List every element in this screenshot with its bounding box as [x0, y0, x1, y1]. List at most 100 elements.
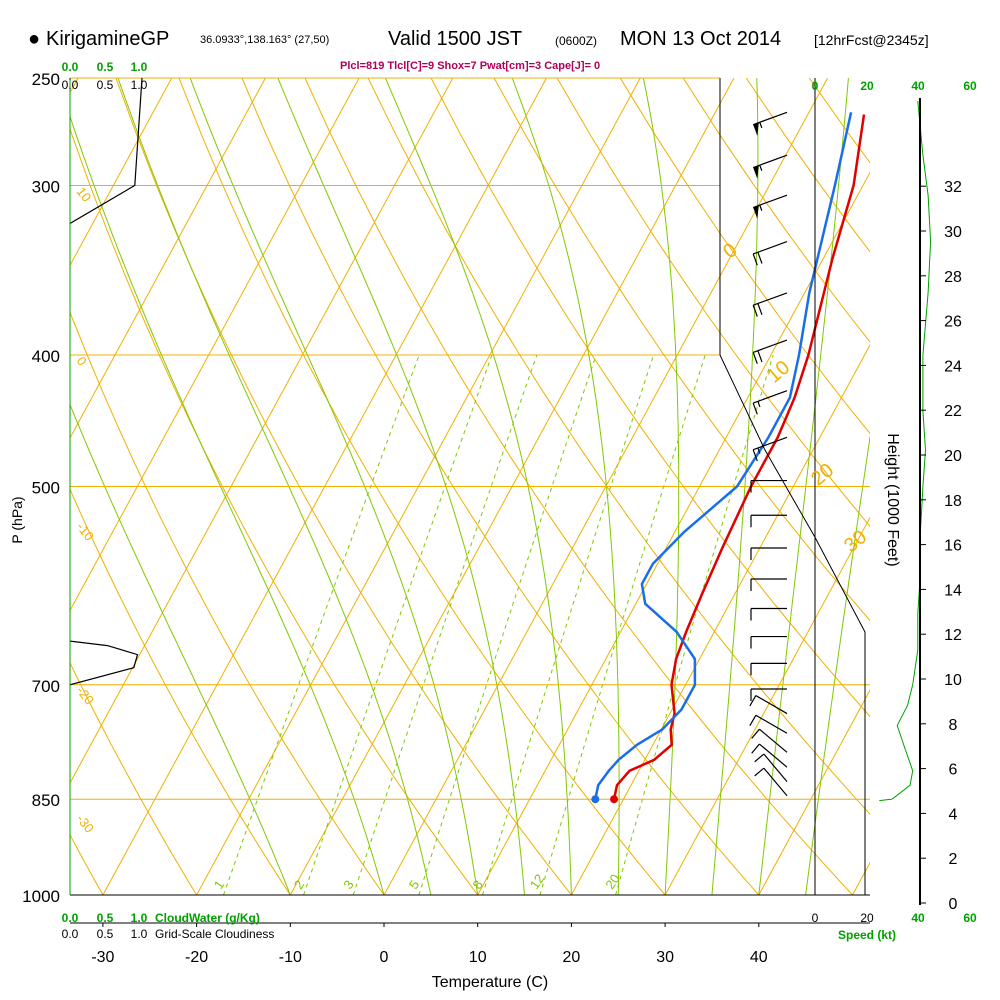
mixing-ratio-line [418, 354, 597, 895]
wind-barb [754, 753, 788, 783]
wind-barb [750, 607, 787, 621]
wind-barb [752, 436, 788, 462]
barb-half [759, 164, 763, 171]
barb-staff [752, 154, 788, 169]
pressure-tick-label: 700 [32, 677, 60, 696]
wind-barb [750, 688, 787, 701]
temperature-surface-point [610, 795, 619, 804]
barb-staff [752, 241, 788, 255]
moist-adiabat [117, 78, 432, 895]
wind-barb [752, 390, 788, 415]
dry-adiabat [70, 661, 198, 895]
moist-adiabat [277, 78, 525, 895]
cloudiness-bottom-tick: 1.0 [131, 927, 148, 941]
height-tick-label: 22 [944, 403, 962, 420]
station-coords: 36.0933°,138.163° (27,50) [200, 34, 330, 46]
moist-adiabat [189, 78, 479, 895]
barb-staff [763, 767, 788, 797]
wind-barb [750, 578, 787, 592]
barb-staff [759, 728, 788, 753]
speed-top-tick: 60 [963, 79, 977, 93]
barb-staff [752, 339, 788, 353]
isotherm [852, 861, 870, 895]
barb-half [757, 447, 761, 454]
forecast-tag: [12hrFcst@2345z] [814, 32, 929, 48]
height-tick-label: 10 [944, 672, 962, 689]
barb-full [757, 350, 763, 363]
mixing-ratio-label: 1 [211, 877, 227, 892]
height-tick-label: 24 [944, 358, 962, 375]
barb-staff [755, 695, 788, 715]
wind-barb [750, 662, 787, 676]
dry-adiabat [682, 78, 870, 343]
mixing-ratio-label: 12 [527, 871, 548, 891]
mixing-ratio-label: 20 [602, 871, 623, 891]
mixing-ratio-label: 3 [340, 877, 356, 892]
cloudwater-profile [70, 78, 143, 225]
isotherm [70, 78, 173, 267]
temperature-tick-label: 0 [380, 949, 389, 966]
barb-full [752, 402, 758, 415]
valid-time: Valid 1500 JST [388, 28, 523, 50]
speed-bottom-tick: 40 [911, 911, 925, 925]
station-bullet-icon: ● [28, 28, 41, 50]
dry-adiabat [430, 78, 870, 718]
moist-adiabat [511, 78, 620, 895]
barb-staff [759, 743, 788, 768]
pressure-tick-label: 250 [32, 70, 60, 89]
mixing-ratio-label: 8 [469, 877, 485, 892]
y-axis-label: P (hPa) [9, 496, 25, 543]
moist-adiabat [758, 78, 849, 895]
barb-staff [752, 436, 788, 451]
speed-top-tick: 40 [911, 79, 925, 93]
barb-full [752, 253, 758, 266]
barb-half [759, 122, 763, 129]
temperature-tick-label: -10 [279, 949, 302, 966]
moist-adiabat [384, 78, 572, 895]
cloudwater-bottom-tick: 0.0 [62, 911, 79, 925]
dry-adiabat [178, 78, 666, 895]
height-tick-label: 2 [949, 851, 958, 868]
dry-adiabat [304, 78, 853, 895]
isotherm [664, 516, 870, 895]
temperature-tick-label: -20 [185, 949, 208, 966]
cloudiness-profile [70, 640, 139, 686]
moist-adiabat [70, 403, 291, 895]
barb-full [749, 714, 757, 726]
dewpoint-surface-point [591, 795, 600, 804]
temperature-tick-label: 10 [469, 949, 487, 966]
cloudiness-label: Grid-Scale Cloudiness [155, 927, 274, 941]
moist-adiabat [642, 78, 680, 895]
wind-barb [754, 767, 788, 797]
dry-adiabat [493, 78, 870, 622]
speed-top-tick: 0 [812, 79, 819, 93]
height-axis-label: Height (1000 Feet) [884, 433, 901, 566]
barb-staff [752, 292, 788, 306]
height-tick-label: 0 [949, 896, 958, 913]
barb-full [757, 303, 763, 315]
temperature-tick-label: 20 [563, 949, 581, 966]
dewpoint-line [594, 112, 853, 800]
barb-staff [752, 111, 788, 126]
sounding-parameters: Plcl=819 Tlcl[C]=9 Shox=7 Pwat[cm]=3 Cap… [340, 60, 601, 72]
wind-barb [752, 194, 788, 219]
cloudwater-bottom-tick: 1.0 [131, 911, 148, 925]
wind-barb [752, 154, 788, 179]
dry-adiabat [115, 78, 572, 895]
x-axis-label: Temperature (C) [432, 974, 548, 991]
barb-staff [752, 390, 788, 404]
temperature-tick-label: -30 [91, 949, 114, 966]
barb-full [757, 252, 763, 264]
pressure-tick-label: 850 [32, 791, 60, 810]
barb-pennant [753, 122, 759, 136]
height-tick-label: 12 [944, 627, 962, 644]
cloudwater-top-tick: 1.0 [131, 60, 148, 74]
dry-adiabat [70, 127, 479, 895]
mixing-ratio-line [615, 354, 774, 895]
barb-full [752, 305, 758, 317]
dry-adiabat [70, 488, 291, 895]
pressure-tick-label: 1000 [22, 887, 60, 906]
speed-bottom-tick: 60 [963, 911, 977, 925]
